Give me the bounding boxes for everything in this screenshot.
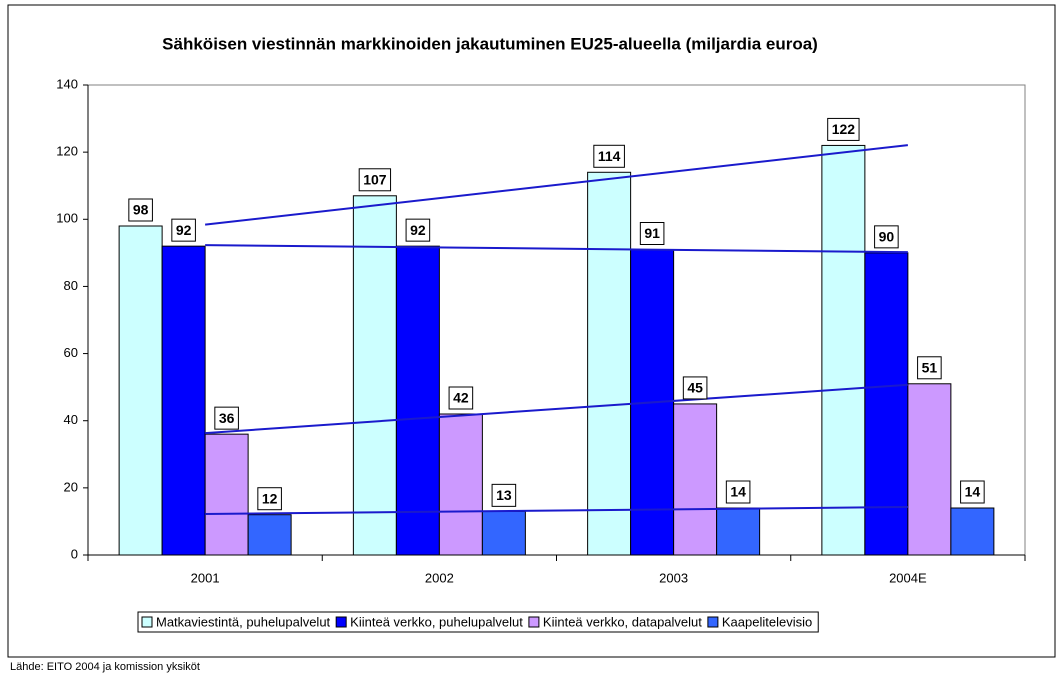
bar (204, 433, 249, 556)
value-label: 36 (219, 410, 235, 426)
x-tick-label: 2001 (191, 570, 220, 585)
trend-line (205, 383, 908, 435)
legend-label: Kaapelitelevisio (722, 614, 812, 629)
trend-line (205, 505, 908, 516)
value-label-box (682, 376, 708, 400)
bar (481, 510, 526, 556)
y-tick-label: 40 (64, 412, 78, 427)
x-tick-label: 2003 (659, 570, 688, 585)
value-label: 14 (730, 484, 746, 500)
y-tick-label: 140 (56, 76, 78, 91)
legend (137, 611, 819, 633)
trend-line (205, 144, 908, 226)
y-tick-label: 100 (56, 211, 78, 226)
value-label-box (171, 218, 196, 242)
value-label-box (874, 225, 899, 249)
value-label-box (960, 480, 985, 504)
bar (821, 144, 866, 556)
bar (587, 171, 632, 556)
y-tick-label: 20 (64, 479, 78, 494)
value-label: 90 (879, 229, 895, 245)
value-label-box (128, 198, 153, 222)
value-label: 42 (453, 390, 469, 406)
bar (438, 413, 483, 556)
value-label-box (639, 222, 665, 245)
value-label: 91 (644, 225, 660, 241)
value-label-box (593, 144, 625, 168)
chart-title: Sähköisen viestinnän markkinoiden jakaut… (162, 34, 818, 53)
value-label-box (405, 218, 431, 242)
value-label-box (827, 117, 860, 141)
x-tick-label: 2002 (425, 570, 454, 585)
value-label: 45 (687, 380, 703, 396)
value-label-box (448, 386, 474, 410)
bar (907, 383, 952, 556)
bar (950, 507, 995, 556)
bar (716, 507, 761, 556)
bar (161, 245, 206, 556)
legend-swatch (141, 616, 153, 628)
value-label-box (214, 406, 239, 430)
bar (395, 245, 440, 556)
value-label: 107 (363, 171, 387, 187)
value-label-box (725, 480, 751, 504)
legend-swatch (335, 616, 347, 628)
y-tick-label: 80 (64, 278, 78, 293)
bar (673, 403, 718, 556)
value-label: 114 (598, 148, 621, 164)
legend-label: Kiinteä verkko, datapalvelut (543, 614, 702, 629)
value-label: 92 (176, 222, 192, 238)
legend-swatch (528, 616, 540, 628)
value-label: 92 (410, 222, 426, 238)
value-label-box (917, 356, 942, 380)
value-label: 14 (965, 484, 981, 500)
value-label: 122 (832, 121, 856, 137)
bar (247, 514, 292, 556)
source-note: Lähde: EITO 2004 ja komission yksiköt (10, 661, 200, 673)
legend-label: Kiinteä verkko, puhelupalvelut (350, 614, 523, 629)
legend-swatch (707, 616, 719, 628)
y-tick-label: 120 (56, 144, 78, 159)
value-label: 51 (922, 359, 938, 375)
y-tick-label: 60 (64, 345, 78, 360)
bar (864, 252, 909, 556)
value-label: 98 (133, 202, 149, 218)
trend-line (205, 244, 908, 254)
bar (352, 195, 397, 556)
y-tick-label: 0 (71, 546, 78, 561)
value-label: 12 (262, 490, 278, 506)
value-label-box (358, 168, 392, 192)
value-label-box (257, 487, 282, 511)
value-label-box (491, 483, 517, 507)
x-tick-label: 2004E (889, 570, 927, 585)
value-label: 13 (496, 487, 512, 503)
bar (118, 225, 163, 556)
legend-label: Matkaviestintä, puhelupalvelut (156, 614, 331, 629)
